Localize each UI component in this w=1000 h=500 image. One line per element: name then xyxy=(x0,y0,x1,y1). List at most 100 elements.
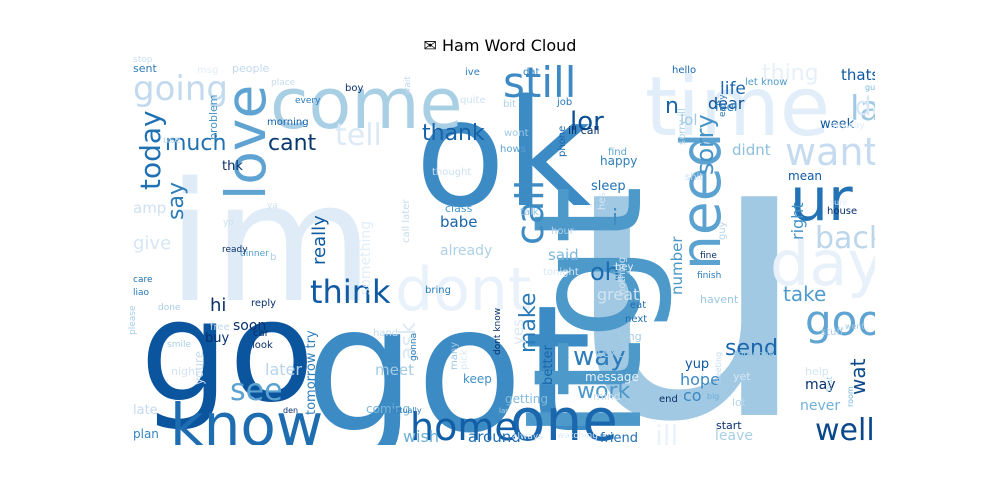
word-b: b xyxy=(270,252,276,263)
word-room: room xyxy=(846,386,855,407)
word-ive: ive xyxy=(465,67,480,78)
word-good: good xyxy=(805,296,875,345)
word-love: love xyxy=(214,85,278,200)
word-plan: plan xyxy=(133,427,159,441)
word-today: today xyxy=(134,110,167,190)
word-didnt: didnt xyxy=(732,141,771,159)
word-lol: lol xyxy=(680,111,698,129)
word-ok: ok xyxy=(415,68,592,240)
word-always: always xyxy=(512,432,543,442)
word-yet: yet xyxy=(733,370,751,383)
word-early: early xyxy=(718,94,728,117)
word-meet: meet xyxy=(375,361,414,379)
word-later: later xyxy=(265,360,302,379)
word-guess: guess xyxy=(865,83,875,92)
word-late: late xyxy=(133,403,158,418)
word-eat: eat xyxy=(630,300,646,311)
word-yo: yo xyxy=(223,218,234,228)
word-problem: problem xyxy=(207,94,220,140)
word-thats: thats xyxy=(841,66,875,84)
word-long: long xyxy=(618,330,642,343)
word-see: see xyxy=(230,373,283,408)
word-may: may xyxy=(805,377,836,393)
word-ur: ur xyxy=(790,165,853,235)
word-sure: sure xyxy=(830,198,847,207)
word-tell: tell xyxy=(335,118,382,153)
word-thk: thk xyxy=(222,159,243,174)
word-really: really xyxy=(309,215,330,265)
word-send: send xyxy=(725,336,778,361)
word-ltgt: ltgt xyxy=(502,185,676,440)
word-want: want xyxy=(785,130,875,174)
word-hi: hi xyxy=(210,295,226,316)
word-sorry-ill: sorry ill xyxy=(677,108,688,145)
word-n: n xyxy=(665,94,679,119)
word-better: better xyxy=(541,345,556,385)
word-ready: ready xyxy=(222,245,248,255)
word-great: great xyxy=(597,285,639,304)
word-soon: soon xyxy=(233,318,266,334)
word-watching: watching xyxy=(557,431,598,441)
word-phone: phone xyxy=(557,126,568,157)
word-give: give xyxy=(133,233,171,254)
word-bring: bring xyxy=(425,285,451,296)
word-anyway: anyway xyxy=(830,121,865,131)
word-time: time xyxy=(645,60,830,155)
word-guy: guy xyxy=(717,221,728,240)
word-home: home xyxy=(410,405,518,445)
word-number: number xyxy=(668,236,686,295)
word-yup: yup xyxy=(685,357,709,372)
word-think: think xyxy=(310,273,391,311)
word-bit: bit xyxy=(503,99,516,110)
word-fine: fine xyxy=(700,251,717,261)
word-work: work xyxy=(577,379,630,404)
word-right: right xyxy=(788,202,807,240)
word-hey: hey xyxy=(615,262,633,273)
word-dat: dat xyxy=(523,67,539,78)
word-shit: shit xyxy=(685,172,703,183)
word-mind: mind xyxy=(593,390,621,403)
word-went: went xyxy=(845,322,865,331)
word-free: free xyxy=(210,322,230,333)
word-someone: someone xyxy=(733,350,775,360)
word-lot: lot xyxy=(732,396,747,409)
word-car: car xyxy=(253,328,270,339)
word-feel: feel xyxy=(715,100,737,114)
word-text: text xyxy=(597,346,623,361)
word-la: la xyxy=(850,89,875,129)
word-know: know xyxy=(170,391,323,445)
word-class: class xyxy=(445,202,473,215)
word-cloud: ok got u im go ltgt time come dont love know one nee… xyxy=(125,55,875,445)
word-thing: thing xyxy=(762,61,819,86)
word-happy: happy xyxy=(600,154,637,168)
word-first: first xyxy=(825,376,834,392)
word-stuff: stuff xyxy=(821,327,844,338)
word-ya: ya xyxy=(267,201,278,211)
word-said: said xyxy=(548,246,579,264)
word-back: back xyxy=(815,221,875,256)
word-one: one xyxy=(510,386,618,445)
word-hour: hour xyxy=(551,226,575,237)
word-day: day xyxy=(770,227,875,300)
word-done: done xyxy=(158,303,181,313)
word-nothing: nothing xyxy=(617,257,628,295)
word-talk: talk xyxy=(520,207,539,218)
word-well: well xyxy=(815,413,875,445)
word-end: end xyxy=(659,394,678,405)
word-make: make xyxy=(516,293,541,353)
word-wait: wait xyxy=(403,76,413,95)
word-amp: amp xyxy=(133,199,166,217)
word-yes: yes xyxy=(509,319,527,345)
word-smile: smile xyxy=(167,340,191,350)
word-wont: wont xyxy=(504,128,529,139)
word-never: never xyxy=(800,398,840,414)
word-girl: girl xyxy=(613,264,624,280)
word-getting: getting xyxy=(505,392,548,406)
word-wish: wish xyxy=(403,427,439,445)
word-come: come xyxy=(270,63,463,145)
word-sent: sent xyxy=(133,62,157,75)
word-dont: dont xyxy=(395,255,531,325)
word-around: around xyxy=(468,428,521,445)
word-hello: hello xyxy=(672,65,696,76)
word-go: go xyxy=(140,271,315,434)
